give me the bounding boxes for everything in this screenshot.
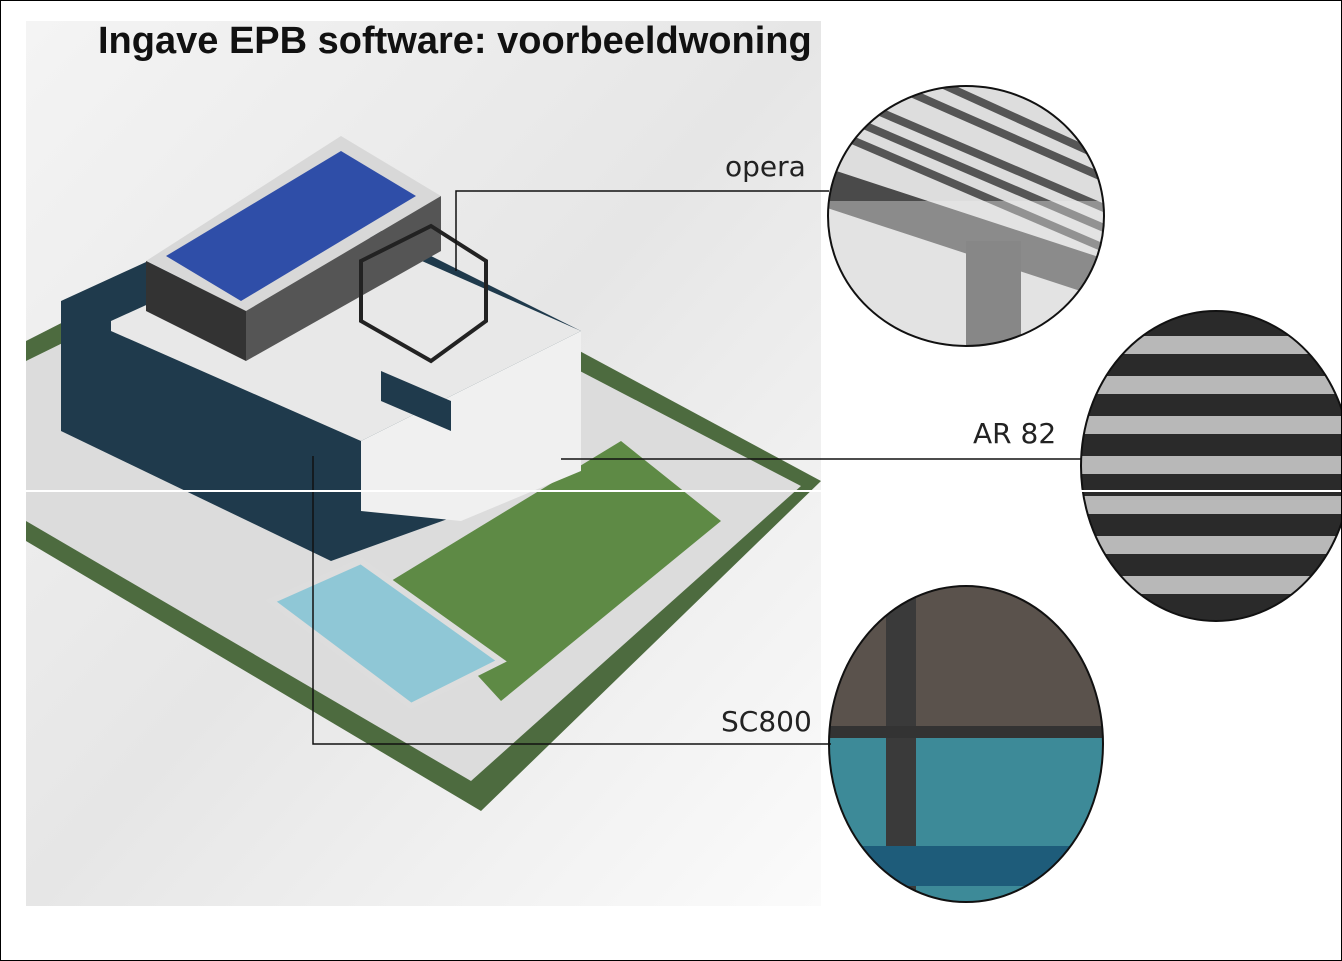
ar82-photo <box>1071 301 1341 631</box>
title: Ingave EPB software: voorbeeldwoning <box>98 20 812 62</box>
callout-label: SC800 <box>721 705 812 738</box>
opera-photo <box>821 61 1121 361</box>
slide: Ingave EPB software: voorbeeldwoning ope… <box>0 0 1342 961</box>
sc800-photo <box>826 581 1106 911</box>
callout-label: opera <box>725 150 806 183</box>
illustration: Ingave EPB software: voorbeeldwoning ope… <box>1 1 1341 960</box>
callout-label: AR 82 <box>973 417 1056 450</box>
